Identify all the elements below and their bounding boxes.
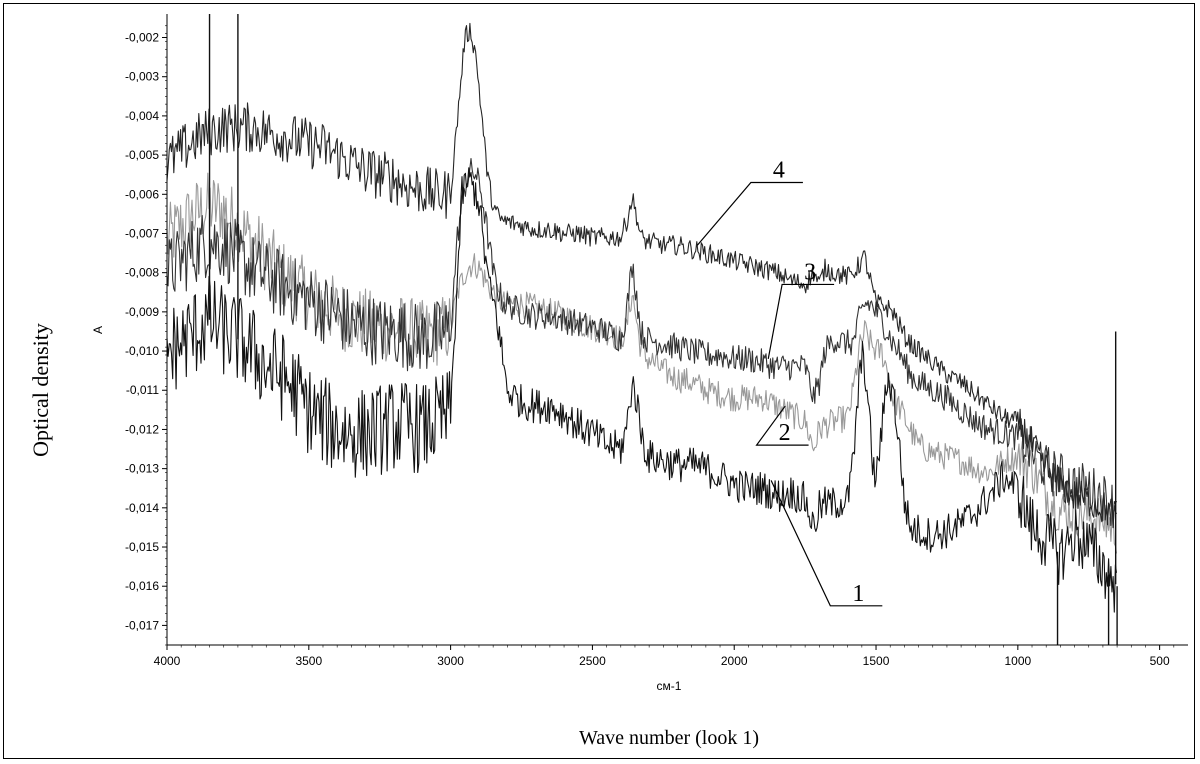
y-tick-label: -0,015	[125, 540, 159, 554]
y-tick-label: -0,009	[125, 305, 159, 319]
x-tick-label: 3500	[295, 654, 322, 668]
curve-label-4: 4	[773, 158, 785, 184]
y-axis-unit: A	[91, 326, 105, 334]
series-line-3	[167, 159, 1117, 528]
labels-layer: 1 2 3 4	[697, 158, 882, 607]
x-tick-label: 2000	[721, 654, 748, 668]
y-tick-label: -0,010	[125, 344, 159, 358]
y-tick-label: -0,004	[125, 109, 159, 123]
y-tick-label: -0,008	[125, 266, 159, 280]
series-layer	[167, 14, 1117, 645]
y-tick-label: -0,014	[125, 501, 159, 515]
y-tick-label: -0,017	[125, 618, 159, 632]
y-tick-label: -0,006	[125, 187, 159, 201]
y-tick-label: -0,011	[126, 383, 159, 397]
curve-leader-4	[697, 183, 803, 246]
curve-label-1: 1	[852, 581, 864, 607]
y-tick-label: -0,012	[125, 422, 159, 436]
y-tick-label: -0,007	[125, 226, 159, 240]
x-axis-unit: см-1	[657, 679, 682, 693]
y-axis-title: Optical density	[28, 323, 53, 457]
series-line-4	[167, 23, 1117, 527]
y-tick-label: -0,013	[125, 462, 159, 476]
x-tick-label: 500	[1150, 654, 1170, 668]
x-tick-label: 2500	[579, 654, 606, 668]
curve-label-2: 2	[779, 420, 791, 446]
y-tick-label: -0,002	[125, 31, 159, 45]
x-tick-label: 1500	[863, 654, 890, 668]
series-line-1	[167, 168, 1117, 612]
y-tick-label: -0,016	[125, 579, 159, 593]
curve-label-3: 3	[804, 259, 816, 285]
x-axis-title: Wave number (look 1)	[579, 727, 759, 749]
x-tick-label: 4000	[154, 654, 181, 668]
y-tick-label: -0,003	[125, 70, 159, 84]
y-tick-label: -0,005	[125, 148, 159, 162]
x-tick-label: 3000	[437, 654, 464, 668]
x-tick-label: 1000	[1004, 654, 1031, 668]
